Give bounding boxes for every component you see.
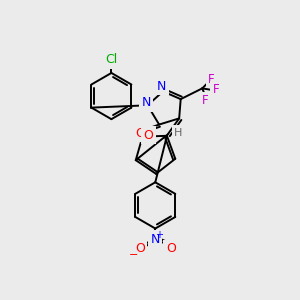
Text: O: O [135, 127, 145, 140]
Text: O: O [166, 242, 175, 255]
Text: O: O [135, 242, 145, 255]
Text: F: F [213, 83, 219, 96]
Text: +: + [155, 230, 163, 240]
Text: N: N [157, 80, 166, 92]
Text: Cl: Cl [105, 53, 118, 66]
Text: H: H [174, 128, 183, 138]
Text: N: N [141, 97, 151, 110]
Text: F: F [208, 73, 215, 85]
Text: −: − [129, 250, 138, 260]
Text: N: N [151, 233, 160, 246]
Text: F: F [202, 94, 209, 107]
Text: O: O [144, 129, 154, 142]
